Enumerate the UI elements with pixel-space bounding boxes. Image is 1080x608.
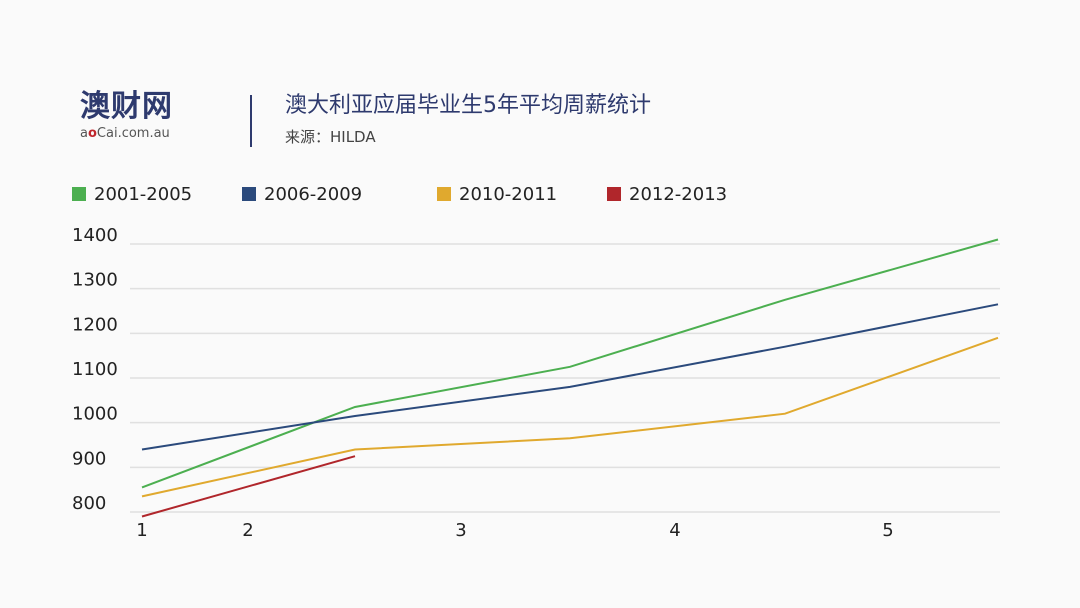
- series-line-2012-2013: [141, 455, 356, 518]
- legend: 2001-2005 2006-2009 2010-2011 2012-2013: [70, 182, 970, 206]
- x-tick-label: 1: [136, 520, 147, 541]
- logo-domain-rest: ai.com.au: [105, 126, 170, 141]
- logo: 澳财网 aoCai.com.au: [80, 90, 190, 150]
- legend-swatch: [72, 187, 86, 201]
- y-tick-label: 1100: [72, 359, 118, 380]
- chart-title: 澳大利亚应届毕业生5年平均周薪统计: [285, 93, 651, 118]
- legend-label: 2001-2005: [94, 183, 193, 205]
- x-tick-label: 4: [669, 520, 680, 541]
- y-tick-label: 1400: [72, 225, 118, 246]
- y-tick-label: 1300: [72, 270, 118, 291]
- legend-label: 2006-2009: [264, 183, 363, 205]
- logo-domain-o: o: [87, 126, 97, 141]
- header-divider: [250, 95, 252, 147]
- legend-item: 2010-2011: [437, 182, 557, 206]
- legend-swatch: [437, 187, 451, 201]
- logo-text: 澳财网: [80, 89, 173, 124]
- legend-label: 2012-2013: [629, 183, 728, 205]
- y-tick-label: 1200: [72, 314, 118, 335]
- chart-source: 来源：HILDA: [285, 128, 376, 146]
- y-tick-label: 900: [72, 448, 106, 469]
- legend-label: 2010-2011: [459, 183, 558, 205]
- logo-domain: aoCai.com.au: [80, 126, 190, 142]
- x-tick-label: 2: [242, 520, 253, 541]
- legend-swatch: [607, 187, 621, 201]
- x-tick-label: 5: [882, 520, 893, 541]
- series-line-2006-2009: [141, 303, 999, 451]
- series-line-2010-2011: [141, 336, 999, 498]
- y-tick-label: 1000: [72, 404, 118, 425]
- legend-item: 2001-2005: [72, 182, 192, 206]
- x-tick-label: 3: [455, 520, 466, 541]
- legend-swatch: [242, 187, 256, 201]
- legend-item: 2012-2013: [607, 182, 727, 206]
- logo-domain-c: C: [96, 126, 106, 141]
- logo-domain-a: a: [80, 126, 88, 141]
- y-tick-label: 800: [72, 493, 106, 514]
- series-line-2001-2005: [141, 238, 999, 489]
- legend-item: 2006-2009: [242, 182, 362, 206]
